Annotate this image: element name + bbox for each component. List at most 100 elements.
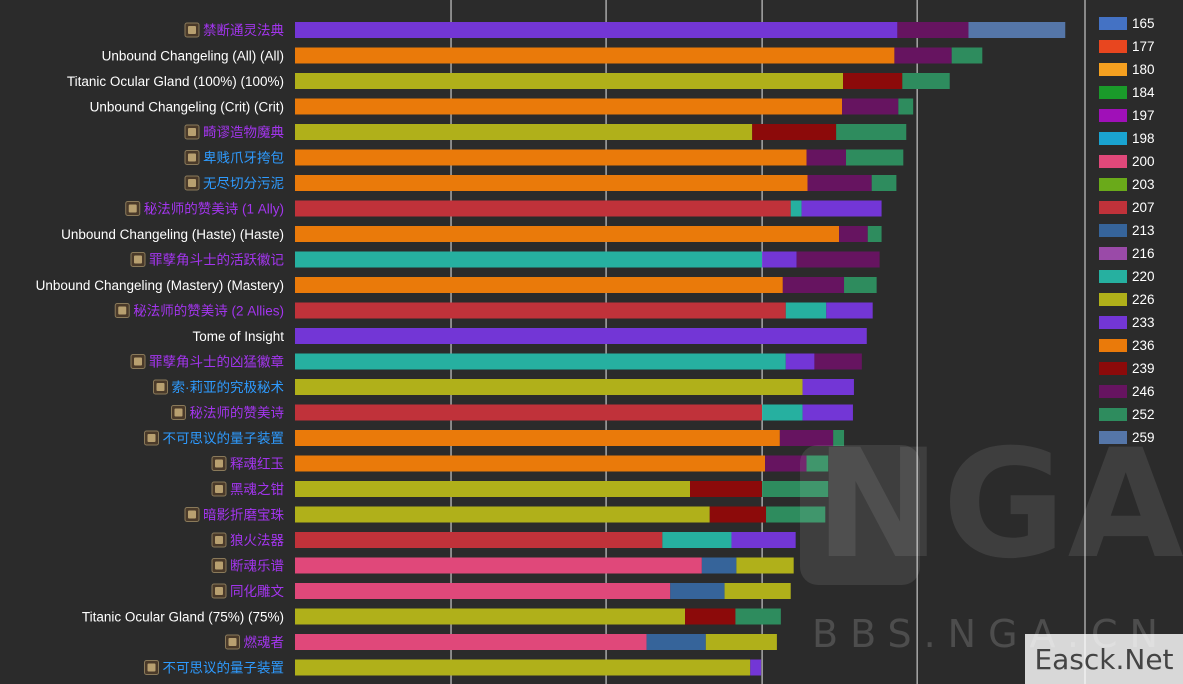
- legend-item-246: 246: [1099, 384, 1155, 399]
- legend-label: 207: [1132, 200, 1155, 215]
- badge-icon: [130, 252, 146, 267]
- legend-item-216: 216: [1099, 246, 1155, 261]
- orb-icon: [184, 507, 200, 522]
- bar-segment-236: [295, 47, 895, 64]
- bar-segment-226: [295, 379, 803, 395]
- legend-swatch: [1099, 224, 1127, 237]
- legend-item-165: 165: [1099, 16, 1155, 31]
- category-label: 罪孽角斗士的活跃徽记: [149, 253, 284, 268]
- legend-swatch: [1099, 408, 1127, 421]
- score-icon: [211, 558, 227, 573]
- legend-item-213: 213: [1099, 223, 1155, 238]
- bar-segment-252: [871, 175, 897, 191]
- legend-swatch: [1099, 201, 1127, 214]
- legend-item-252: 252: [1099, 407, 1155, 422]
- bar-segment-200: [295, 583, 671, 599]
- legend-label: 197: [1132, 108, 1155, 123]
- legend-item-180: 180: [1099, 62, 1155, 77]
- legend-swatch: [1099, 362, 1127, 375]
- legend-label: 239: [1132, 361, 1155, 376]
- legend-swatch: [1099, 270, 1127, 283]
- legend-swatch: [1099, 316, 1127, 329]
- legend-label: 177: [1132, 39, 1155, 54]
- bar-segment-246: [796, 251, 880, 268]
- bar-segment-233: [802, 404, 853, 421]
- bar-segment-220: [295, 251, 763, 268]
- legend-item-236: 236: [1099, 338, 1155, 353]
- bar-segment-200: [295, 634, 647, 650]
- legend-label: 220: [1132, 269, 1155, 284]
- category-label: Unbound Changeling (Crit) (Crit): [90, 100, 284, 115]
- bar-segment-233: [295, 328, 867, 344]
- legend-item-220: 220: [1099, 269, 1155, 284]
- legend-item-184: 184: [1099, 85, 1155, 100]
- bar-segment-246: [806, 149, 847, 166]
- legend-swatch: [1099, 155, 1127, 168]
- bar-segment-233: [802, 379, 854, 395]
- legend-label: 198: [1132, 131, 1155, 146]
- legend-swatch: [1099, 293, 1127, 306]
- burner-icon: [225, 634, 240, 650]
- bar-segment-213: [670, 583, 725, 599]
- legend: 165 177 180 184 197 198 200 203 207 213 216 220 226 2…: [1084, 0, 1155, 684]
- site-watermark: Easck.Net: [1025, 634, 1183, 684]
- bar-segment-236: [295, 149, 807, 166]
- bar-segment-213: [701, 557, 737, 574]
- legend-swatch: [1099, 132, 1127, 145]
- category-label: 秘法师的赞美诗: [190, 406, 285, 421]
- legend-label: 226: [1132, 292, 1155, 307]
- category-label: 秘法师的赞美诗 (2 Allies): [133, 304, 284, 319]
- legend-item-177: 177: [1099, 39, 1155, 54]
- category-label: Tome of Insight: [192, 329, 284, 344]
- chest-icon: [171, 405, 186, 420]
- category-label: Titanic Ocular Gland (100%) (100%): [67, 74, 284, 89]
- bar-segment-236: [295, 277, 783, 293]
- bar-segment-226: [295, 506, 710, 523]
- bar-segment-236: [295, 226, 840, 242]
- bar-segment-207: [295, 200, 791, 217]
- bar-segment-226: [295, 73, 844, 89]
- bars: [295, 22, 1066, 676]
- ruby-icon: [211, 456, 227, 471]
- bar-segment-252: [766, 506, 826, 523]
- category-label: 同化雕文: [230, 584, 284, 599]
- bar-segment-226: [736, 557, 794, 574]
- tome-icon: [184, 22, 200, 38]
- category-label: 暗影折磨宝珠: [203, 508, 284, 523]
- bar-segment-233: [826, 302, 873, 319]
- category-label: 罪孽角斗士的凶猛徽章: [149, 354, 284, 370]
- legend-item-233: 233: [1099, 315, 1155, 330]
- legend-item-198: 198: [1099, 131, 1155, 146]
- bar-segment-213: [646, 634, 706, 650]
- bar-segment-233: [295, 22, 898, 38]
- category-label: Unbound Changeling (Haste) (Haste): [61, 227, 284, 242]
- bar-segment-239: [752, 124, 837, 140]
- legend-label: 252: [1132, 407, 1155, 422]
- bar-segment-220: [295, 353, 786, 370]
- bar-segment-233: [731, 532, 796, 548]
- legend-label: 213: [1132, 223, 1155, 238]
- bar-segment-246: [814, 353, 862, 370]
- bar-segment-233: [801, 200, 882, 217]
- bar-segment-252: [735, 608, 781, 625]
- legend-item-239: 239: [1099, 361, 1155, 376]
- bar-segment-220: [790, 200, 802, 217]
- legend-swatch: [1099, 17, 1127, 30]
- bar-segment-233: [785, 353, 815, 370]
- bar-segment-220: [662, 532, 732, 548]
- vial-icon: [184, 175, 200, 191]
- bar-segment-226: [705, 634, 777, 650]
- device-icon: [144, 430, 159, 446]
- satchel-icon: [184, 150, 200, 165]
- legend-item-200: 200: [1099, 154, 1155, 169]
- category-labels: 禁断通灵法典 Unbound Changeling (All) (All) Tita…: [36, 22, 285, 676]
- bar-segment-246: [839, 226, 868, 242]
- legend-swatch: [1099, 109, 1127, 122]
- legend-swatch: [1099, 178, 1127, 191]
- legend-swatch: [1099, 63, 1127, 76]
- bar-segment-246: [765, 455, 807, 472]
- legend-label: 233: [1132, 315, 1155, 330]
- legend-label: 165: [1132, 16, 1155, 31]
- bar-segment-207: [295, 404, 763, 421]
